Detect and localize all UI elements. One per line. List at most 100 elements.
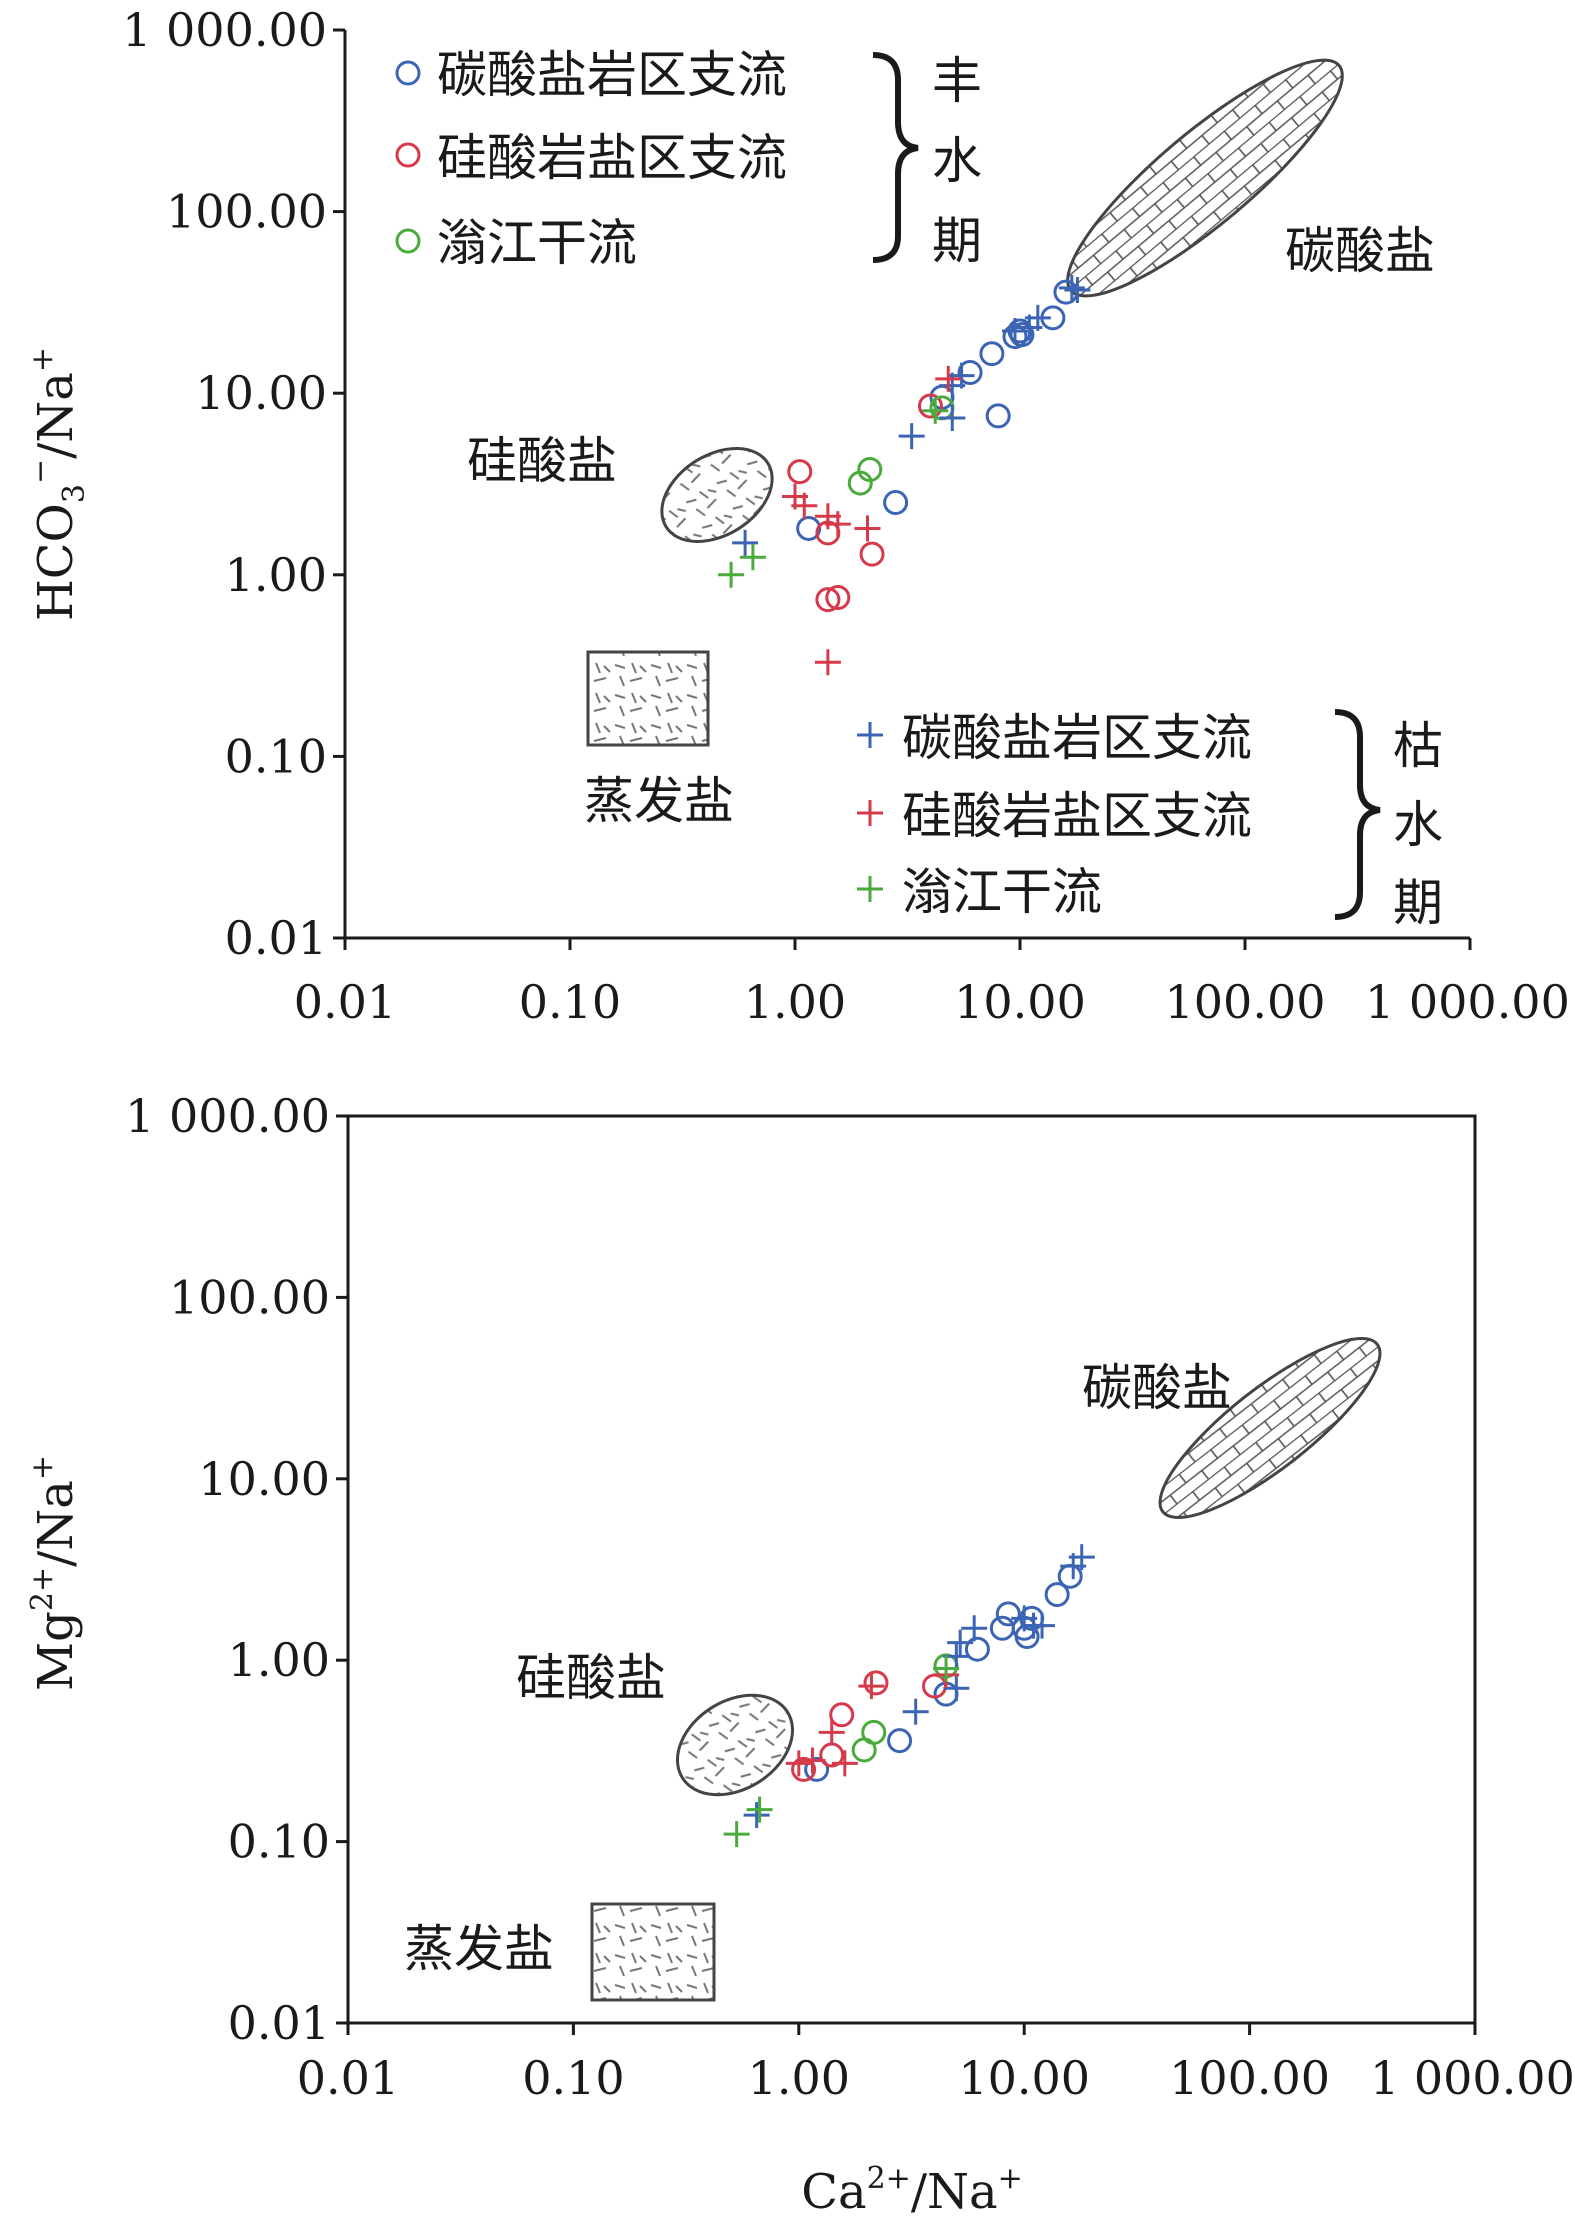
top-point-plus [948,362,975,389]
bottom-point-plus [743,1802,770,1829]
top-point-circle [859,541,885,567]
legend-wet: 碳酸盐岩区支流 硅酸岩盐区支流 滃江干流 丰 水 期 [395,46,982,272]
top-point-circle [815,587,841,613]
top-point-plus [898,423,925,450]
top-point-plus [1058,274,1085,301]
bottom-point-plus [746,1796,773,1823]
legend-wet-season-2: 期 [932,212,982,270]
bottom-ytick-label: 1.00 [228,1633,330,1687]
bottom-xtick-label: 0.01 [297,2051,399,2105]
legend-wet-label-0: 碳酸盐岩区支流 [437,46,787,104]
top-axis-ticks [333,28,1472,950]
top-ytick-label: 100.00 [166,185,327,239]
top-ytick-label: 1 000.00 [122,3,327,57]
bottom-point-circle [1044,1582,1070,1608]
top-points [718,274,1091,676]
top-point-circle [979,341,1005,367]
top-region-evaporite-label: 蒸发盐 [584,772,734,830]
bottom-point-circle [1057,1563,1083,1589]
bottom-point-plus [818,1719,845,1746]
bottom-point-plus [933,1655,960,1682]
top-point-circle [985,403,1011,429]
legend-dry-brace [1334,709,1381,920]
bottom-point-circle [964,1636,990,1662]
top-ytick-label: 0.10 [225,729,327,783]
top-point-plus [1024,304,1051,331]
top-point-plus [739,544,766,571]
bottom-xtick-label: 1 000.00 [1370,2051,1575,2105]
bottom-region-evaporite: 蒸发盐 [404,1902,716,2002]
legend-dry-label-2: 滃江干流 [902,863,1102,921]
legend-wet-label-2: 滃江干流 [437,214,637,272]
top-point-plus [718,561,745,588]
legend-dry-season-0: 枯 [1393,717,1443,775]
bottom-ylabel: Mg2+/Na+ [25,1455,84,1691]
bottom-point-plus [785,1750,812,1777]
top-point-circle [825,584,851,610]
bottom-xlabel: Ca2+/Na+ [801,2161,1023,2220]
bottom-point-circle [887,1728,913,1754]
top-point-plus [1064,277,1091,304]
bottom-point-plus [902,1698,929,1725]
top-xtick-label: 0.01 [294,975,396,1029]
legend-wet-season-0: 丰 [932,52,982,110]
bottom-region-silicate-label: 硅酸盐 [516,1649,666,1707]
legend-dry-season-1: 水 [1393,796,1443,854]
legend-dry-season-2: 期 [1393,874,1443,932]
top-point-plus [939,405,966,432]
bottom-region-carbonate-label: 碳酸盐 [1082,1359,1232,1417]
top-xtick-label: 0.10 [519,975,621,1029]
top-ytick-label: 0.01 [225,911,327,965]
bottom-xtick-label: 0.10 [522,2051,624,2105]
top-point-plus [922,397,949,424]
panel-top: 0.01 0.10 1.00 10.00 100.00 1 000.00 0.01 0.10 1… [23,3,1570,1029]
bottom-point-circle [829,1702,855,1728]
legend-wet-marker-0 [395,60,421,86]
bottom-ytick-label: 10.00 [198,1452,330,1506]
top-xtick-label: 100.00 [1165,975,1326,1029]
top-point-plus [1001,318,1028,345]
bottom-ytick-label: 100.00 [169,1270,330,1324]
legend-dry-label-0: 碳酸盐岩区支流 [902,709,1252,767]
top-xtick-label: 1.00 [744,975,846,1029]
top-point-circle [857,457,883,483]
top-ytick-label: 10.00 [195,366,327,420]
bottom-tick-labels: 0.01 0.10 1.00 10.00 100.00 1 000.00 0.01 0.10 1… [125,1089,1575,2105]
legend-wet-marker-1 [395,142,421,168]
bottom-xtick-label: 100.00 [1169,2051,1330,2105]
bottom-region-carbonate: 碳酸盐 [1082,1337,1382,1519]
bottom-region-silicate: 硅酸盐 [516,1649,795,1797]
bottom-axes [346,1114,1477,2025]
top-xtick-label: 1 000.00 [1365,975,1570,1029]
panel-bottom: 0.01 0.10 1.00 10.00 100.00 1 000.00 0.01 0.10 1… [25,1089,1575,2220]
legend-dry-marker-2 [857,876,883,902]
bottom-ytick-label: 0.10 [228,1815,330,1869]
top-region-silicate-label: 硅酸盐 [467,432,617,490]
bottom-ytick-label: 0.01 [228,1996,330,2050]
bottom-point-plus [1029,1612,1056,1639]
bottom-point-plus [723,1821,750,1848]
bottom-point-circle [863,1670,889,1696]
bottom-xtick-label: 10.00 [958,2051,1090,2105]
top-xtick-label: 10.00 [954,975,1086,1029]
bottom-point-circle [989,1615,1015,1641]
bottom-region-evaporite-label: 蒸发盐 [404,1920,554,1978]
top-point-circle [883,490,909,516]
top-point-circle [1009,322,1035,348]
bottom-point-circle [861,1719,887,1745]
top-point-circle [917,393,943,419]
top-point-circle [957,360,983,386]
top-region-evaporite: 蒸发盐 [584,650,734,830]
top-region-silicate: 硅酸盐 [467,432,774,543]
bottom-point-circle [804,1756,830,1782]
bottom-point-plus [943,1675,970,1702]
top-point-plus [791,492,818,519]
bottom-point-circle [791,1756,817,1782]
top-point-plus [854,515,881,542]
bottom-ytick-label: 1 000.00 [125,1089,330,1143]
bottom-point-plus [943,1643,970,1670]
top-point-plus [732,529,759,556]
bottom-point-plus [799,1747,826,1774]
legend-wet-marker-2 [395,228,421,254]
top-point-plus [814,649,841,676]
